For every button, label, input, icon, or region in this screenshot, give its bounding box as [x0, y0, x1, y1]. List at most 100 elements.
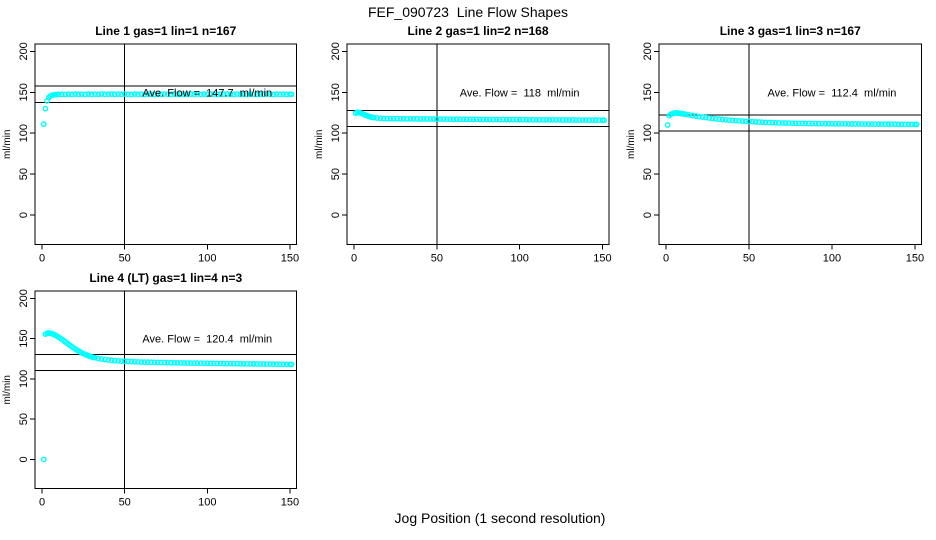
data-point: [118, 91, 125, 98]
x-tick-label: 150: [593, 253, 611, 265]
data-point: [506, 116, 513, 123]
data-points: [352, 109, 608, 124]
data-point: [197, 360, 204, 367]
data-point: [154, 91, 161, 98]
y-tick-label: 0: [330, 212, 342, 218]
data-points: [40, 330, 295, 463]
data-point: [749, 118, 756, 125]
data-point: [664, 122, 671, 128]
data-point: [812, 120, 819, 127]
data-point: [273, 91, 280, 97]
data-point: [40, 456, 47, 463]
data-point: [832, 120, 839, 127]
panel-4: 0 50 100 150 0 50 100 150 200 ml/min Line 4 (LT) g…: [2, 271, 299, 509]
data-point: [211, 360, 217, 367]
data-point: [240, 91, 247, 98]
x-tick-label: 0: [39, 253, 45, 265]
data-point: [181, 360, 188, 366]
data-point: [500, 116, 506, 123]
y-tick-label: 200: [18, 289, 30, 307]
data-point: [191, 360, 197, 367]
data-point: [473, 116, 480, 123]
plot-border: [34, 290, 297, 489]
data-point: [450, 116, 457, 123]
data-point: [539, 116, 546, 123]
data-point: [400, 115, 407, 122]
data-point: [902, 121, 908, 128]
data-point: [220, 91, 227, 98]
data-point: [447, 116, 453, 123]
data-point: [144, 359, 151, 366]
data-point: [101, 356, 108, 363]
data-point: [437, 116, 444, 122]
data-point: [141, 359, 148, 365]
data-point: [410, 116, 417, 122]
data-point: [191, 91, 197, 98]
data-point: [207, 91, 214, 97]
data-point: [440, 116, 447, 123]
data-point: [533, 116, 540, 123]
data-point: [397, 115, 404, 122]
x-tick-label: 50: [119, 497, 131, 509]
x-tick-label: 50: [743, 253, 755, 265]
data-point: [171, 359, 178, 366]
data-point: [892, 121, 898, 128]
data-point: [683, 111, 689, 118]
data-point: [250, 361, 257, 367]
data-point: [161, 91, 168, 97]
data-point: [115, 91, 121, 98]
data-point: [387, 115, 394, 122]
x-tick-label: 50: [119, 253, 131, 265]
data-point: [201, 360, 207, 367]
data-point: [913, 121, 920, 128]
data-point: [128, 91, 135, 98]
data-point: [520, 116, 526, 123]
figure-title: FEF_090723 Line Flow Shapes: [367, 4, 568, 20]
data-point: [878, 121, 885, 128]
data-point: [592, 117, 599, 124]
data-point: [746, 118, 752, 125]
data-point: [174, 359, 181, 366]
data-point: [759, 119, 766, 126]
avg-flow-annotation: Ave. Flow = 112.4 ml/min: [768, 87, 897, 99]
y-axis-unit-label: ml/min: [626, 130, 637, 159]
data-point: [158, 359, 164, 366]
data-point: [184, 360, 191, 366]
data-point: [78, 91, 85, 98]
data-point: [135, 91, 141, 98]
y-axis-unit-label: ml/min: [2, 130, 13, 159]
y-axis-unit-label: ml/min: [314, 130, 325, 159]
data-point: [197, 91, 204, 98]
y-tick-label: 0: [18, 456, 30, 462]
data-point: [526, 116, 533, 123]
plot-border: [658, 43, 923, 245]
data-point: [576, 117, 583, 123]
panel-title: Line 4 (LT) gas=1 lin=4 n=3: [89, 271, 242, 285]
data-point: [277, 361, 283, 368]
data-point: [187, 360, 194, 366]
data-point: [161, 359, 168, 366]
data-point: [414, 115, 420, 122]
data-point: [177, 360, 184, 366]
panel-title: Line 2 gas=1 lin=2 n=168: [407, 24, 548, 38]
data-point: [769, 119, 776, 126]
data-point: [493, 116, 500, 123]
data-point: [573, 117, 579, 124]
data-point: [92, 354, 98, 361]
data-point: [280, 91, 287, 98]
data-point: [181, 91, 188, 98]
data-point: [822, 120, 829, 127]
data-point: [95, 91, 102, 98]
data-point: [164, 91, 171, 98]
data-point: [154, 359, 161, 366]
data-point: [98, 356, 105, 362]
data-point: [586, 117, 593, 124]
data-point: [42, 105, 49, 112]
data-point: [75, 91, 82, 98]
data-point: [693, 113, 699, 119]
data-point: [762, 119, 769, 126]
data-point: [125, 91, 131, 98]
data-point: [420, 115, 427, 122]
data-point: [240, 360, 247, 367]
panel-title: Line 1 gas=1 lin=1 n=167: [95, 24, 236, 38]
